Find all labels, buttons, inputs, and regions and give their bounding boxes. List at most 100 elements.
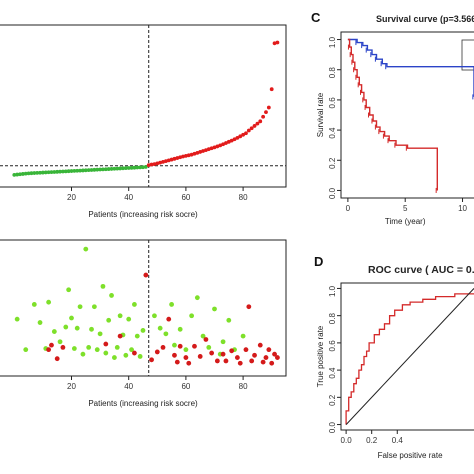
panel-a-low-risk-point — [143, 165, 148, 169]
panel-a-low-risk-point — [126, 166, 131, 170]
panel-d-y-tick-label: 0.0 — [328, 421, 337, 433]
panel-d-y-tick-label: 0.4 — [328, 367, 337, 379]
panel-c-y-tick-label: 0.6 — [328, 97, 337, 109]
panel-a-high-risk-point — [204, 148, 208, 152]
panel-b-alive-point — [51, 329, 57, 334]
panel-label-c: C — [311, 10, 321, 25]
panel-d-y-axis-label: True positive rate — [316, 325, 325, 387]
panel-label-d: D — [314, 254, 323, 269]
panel-b-dead-point — [154, 349, 160, 355]
panel-a-risk-score-plot: 20 40 60 80 Patients (increasing risk socre) — [0, 24, 287, 219]
panel-b-dead-point — [177, 343, 183, 349]
panel-b-alive-point — [106, 317, 112, 323]
panel-a-high-risk-point — [275, 40, 280, 45]
panel-b-alive-point — [112, 355, 117, 360]
panel-a-low-risk-point — [52, 170, 57, 174]
panel-d-roc-curve-line — [345, 293, 474, 425]
panel-d-x-tick-label: 0.2 — [366, 436, 378, 445]
panel-b-dead-point — [132, 350, 137, 356]
panel-c-y-axis-label: Survival rate — [316, 92, 325, 137]
panel-a-high-risk-point — [163, 159, 168, 164]
panel-a-high-risk-point — [238, 134, 243, 139]
panel-a-low-risk-point — [129, 165, 134, 170]
panel-c-plot-frame — [340, 31, 474, 199]
panel-b-alive-point — [189, 313, 195, 319]
panel-b-alive-point — [14, 316, 20, 322]
panel-b-alive-point — [240, 333, 246, 339]
panel-b-alive-point — [140, 328, 146, 333]
panel-b-dead-point — [223, 358, 229, 364]
panel-a-high-risk-point — [152, 162, 157, 167]
panel-b-alive-point — [86, 345, 92, 350]
panel-b-dead-point — [209, 350, 215, 356]
panel-a-low-risk-point — [66, 169, 71, 174]
panel-b-dead-point — [272, 351, 277, 357]
panel-b-dead-point — [183, 355, 189, 360]
panel-b-alive-point — [109, 293, 114, 298]
panel-a-high-risk-point — [169, 157, 174, 162]
panel-a-low-risk-point — [32, 171, 37, 175]
panel-b-alive-point — [206, 345, 212, 350]
panel-b-dead-point — [143, 272, 149, 278]
panel-b-alive-point — [37, 320, 43, 325]
panel-a-low-risk-point — [101, 167, 105, 172]
panel-a-high-risk-point — [192, 151, 197, 156]
panel-a-low-risk-point — [43, 170, 48, 175]
panel-a-high-risk-point — [246, 128, 251, 133]
panel-d-roc-curve: ROC curve ( AUC = 0. 0.0 0.2 0.4 0.6 0.8 1.0 0.… — [316, 264, 474, 460]
panel-b-alive-point — [117, 313, 123, 319]
panel-a-high-risk-point — [261, 114, 266, 119]
panel-a-high-risk-point — [266, 105, 271, 110]
panel-b-survival-status-plot: 20 40 60 80 Patients (increasing risk socre) — [0, 239, 287, 408]
panel-a-low-risk-point — [92, 167, 97, 172]
panel-b-x-tick-label: 80 — [239, 382, 248, 391]
panel-a-low-risk-point — [86, 168, 91, 173]
panel-a-x-tick-label: 20 — [67, 193, 76, 202]
panel-a-low-risk-point — [38, 170, 42, 175]
panel-b-alive-point — [163, 331, 169, 337]
panel-a-high-risk-point — [158, 160, 163, 165]
panel-a-high-risk-point — [149, 162, 154, 167]
panel-a-low-risk-point — [109, 167, 114, 171]
panel-b-alive-point — [152, 313, 157, 319]
panel-b-dead-point — [260, 359, 266, 365]
panel-b-dead-point — [243, 347, 249, 353]
panel-b-alive-point — [69, 315, 74, 321]
panel-a-high-risk-point — [181, 154, 185, 159]
panel-a-high-risk-point — [166, 158, 171, 163]
panel-a-low-risk-point — [75, 168, 80, 173]
panel-c-high-risk-curve — [347, 38, 438, 191]
panel-b-x-tick-label: 40 — [124, 382, 133, 391]
panel-b-alive-point — [89, 326, 94, 332]
panel-a-high-risk-point — [146, 163, 151, 167]
panel-a-high-risk-point — [232, 137, 237, 142]
panel-d-diagonal-reference-line — [345, 288, 474, 425]
panel-a-high-risk-point — [272, 41, 277, 46]
panel-b-alive-point — [129, 347, 134, 353]
panel-a-low-risk-point — [118, 166, 123, 171]
panel-b-alive-point — [63, 324, 69, 330]
panel-a-low-risk-point — [20, 172, 25, 176]
panel-d-y-tick-label: 0.8 — [328, 313, 337, 325]
panel-b-plot-frame — [0, 239, 287, 377]
panel-a-low-risk-point — [138, 165, 143, 170]
panel-a-low-risk-point — [23, 171, 28, 176]
panel-b-alive-point — [94, 347, 100, 353]
panel-b-alive-point — [220, 339, 226, 345]
panel-a-high-risk-point — [201, 149, 205, 153]
panel-a-low-risk-point — [83, 168, 88, 173]
panel-b-dead-point — [229, 348, 235, 354]
panel-c-x-axis-label: Time (year) — [385, 217, 426, 226]
panel-b-dead-point — [174, 359, 180, 365]
panel-b-dead-point — [192, 343, 197, 349]
panel-a-high-risk-point — [218, 143, 223, 148]
panel-a-plot-frame — [0, 24, 287, 188]
panel-a-low-risk-point — [29, 171, 34, 176]
panel-b-dead-point — [234, 355, 240, 360]
panel-b-dead-point — [149, 357, 154, 363]
panel-a-low-risk-point — [72, 169, 77, 173]
panel-a-high-risk-point — [221, 142, 225, 147]
panel-a-low-risk-point — [121, 166, 125, 171]
panel-b-alive-point — [212, 306, 217, 312]
